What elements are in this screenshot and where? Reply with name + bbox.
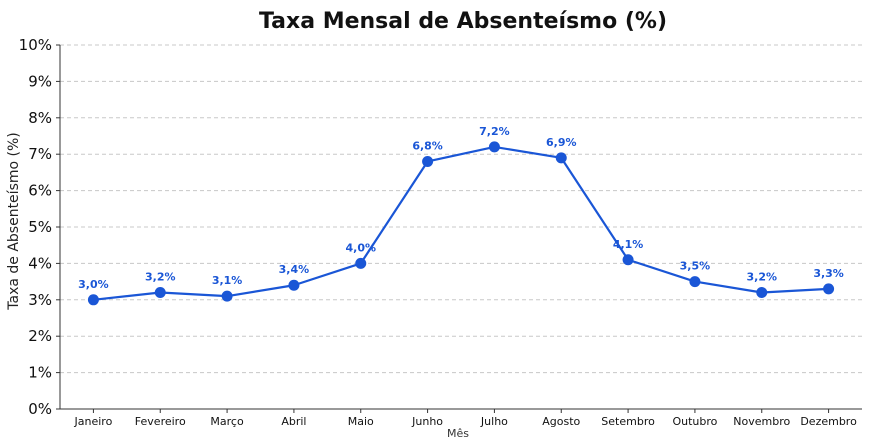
x-tick-label: Abril — [281, 415, 306, 428]
data-point — [288, 279, 300, 291]
data-label: 3,2% — [746, 271, 777, 284]
y-axis-label: Taxa de Absenteísmo (%) — [6, 132, 22, 311]
y-ticks: 0% 1% 2% 3% 4% 5% 6% 7% 8% 9% 10% — [19, 36, 60, 418]
y-tick-label: 9% — [28, 72, 52, 90]
x-axis-label: Mês — [447, 427, 469, 440]
data-label: 3,4% — [279, 263, 310, 276]
x-tick-label: Fevereiro — [135, 415, 186, 428]
x-tick-label: Outubro — [672, 415, 717, 428]
gridlines — [60, 44, 862, 374]
y-tick-label: 4% — [28, 254, 52, 272]
data-label: 3,0% — [78, 278, 109, 291]
data-labels: 3,0% 3,2% 3,1% 3,4% 4,0% 6,8% 7,2% 6,9% 4,1% 3,5%… — [78, 125, 844, 291]
y-tick-label: 7% — [28, 145, 52, 163]
y-tick-label: 3% — [28, 291, 52, 309]
y-tick-label: 10% — [19, 36, 52, 54]
data-point — [756, 287, 768, 299]
y-tick-label: 0% — [28, 400, 52, 418]
x-tick-label: Junho — [411, 415, 443, 428]
data-point — [221, 290, 233, 302]
series-absenteismo — [87, 141, 835, 306]
data-point — [488, 141, 500, 153]
data-label: 4,1% — [613, 238, 644, 251]
data-label: 6,9% — [546, 136, 577, 149]
data-point — [87, 294, 99, 306]
y-tick-label: 6% — [28, 182, 52, 200]
data-point — [355, 257, 367, 269]
data-label: 3,2% — [145, 271, 176, 284]
series-line — [93, 145, 829, 301]
x-tick-label: Maio — [348, 415, 374, 428]
data-label: 7,2% — [479, 125, 510, 138]
data-point — [422, 155, 434, 167]
y-tick-label: 8% — [28, 109, 52, 127]
data-label: 6,8% — [412, 139, 443, 152]
x-tick-label: Setembro — [601, 415, 655, 428]
y-tick-label: 2% — [28, 327, 52, 345]
data-point — [622, 254, 634, 266]
x-tick-label: Julho — [480, 415, 508, 428]
data-point — [555, 152, 567, 164]
data-label: 4,0% — [345, 241, 376, 254]
x-tick-label: Dezembro — [800, 415, 857, 428]
data-label: 3,5% — [680, 260, 711, 273]
x-tick-label: Março — [210, 415, 244, 428]
x-tick-label: Novembro — [733, 415, 790, 428]
data-point — [689, 276, 701, 288]
y-tick-label: 5% — [28, 218, 52, 236]
x-ticks: Janeiro Fevereiro Março Abril Maio Junho Julho… — [74, 409, 857, 428]
data-label: 3,3% — [813, 267, 844, 280]
x-tick-label: Agosto — [542, 415, 580, 428]
data-point — [823, 283, 835, 295]
data-point — [154, 287, 166, 299]
y-tick-label: 1% — [28, 364, 52, 382]
chart-title: Taxa Mensal de Absenteísmo (%) — [259, 9, 667, 34]
x-tick-label: Janeiro — [74, 415, 113, 428]
data-label: 3,1% — [212, 274, 243, 287]
